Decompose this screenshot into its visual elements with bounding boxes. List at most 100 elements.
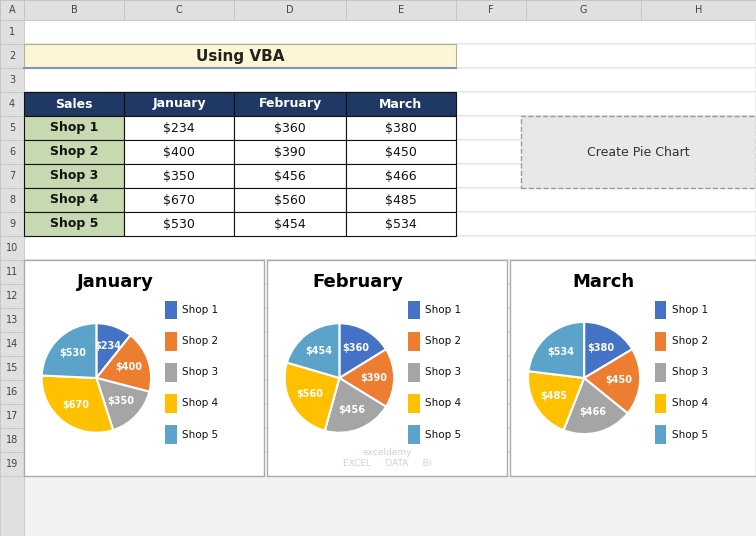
Wedge shape [287, 323, 339, 378]
Text: $560: $560 [296, 390, 324, 399]
Bar [0, 92, 24, 116]
Bar [0, 44, 24, 68]
Bar [24, 260, 756, 284]
Bar [165, 363, 177, 382]
Bar [0, 0, 24, 536]
Text: $670: $670 [163, 193, 195, 206]
Bar [24, 140, 756, 164]
Bar [408, 332, 420, 351]
Wedge shape [339, 349, 394, 407]
Text: Shop 3: Shop 3 [672, 367, 708, 377]
Bar [346, 92, 456, 116]
Text: F: F [488, 5, 494, 15]
Text: $534: $534 [547, 347, 575, 357]
Text: D: D [287, 5, 294, 15]
Text: A: A [8, 5, 15, 15]
Text: 7: 7 [9, 171, 15, 181]
Text: Shop 5: Shop 5 [426, 429, 461, 440]
Bar [24, 212, 124, 236]
Text: $390: $390 [360, 373, 387, 383]
Bar [24, 164, 756, 188]
Bar [0, 356, 24, 380]
Bar [24, 68, 756, 92]
Text: February: February [259, 98, 321, 110]
Bar [0, 332, 24, 356]
Bar [0, 284, 24, 308]
Text: $670: $670 [62, 400, 89, 410]
Text: Shop 1: Shop 1 [672, 305, 708, 315]
Text: E: E [398, 5, 404, 15]
Text: $350: $350 [107, 396, 135, 406]
Bar [165, 301, 177, 319]
Text: 1: 1 [9, 27, 15, 37]
Bar [24, 380, 756, 404]
Bar [346, 212, 456, 236]
Text: $380: $380 [385, 122, 417, 135]
Bar [0, 260, 24, 284]
Text: $400: $400 [115, 362, 142, 373]
Text: Shop 5: Shop 5 [50, 218, 98, 230]
Text: 6: 6 [9, 147, 15, 157]
Bar [234, 212, 346, 236]
Bar [234, 140, 346, 164]
Text: 15: 15 [6, 363, 18, 373]
Text: $466: $466 [579, 407, 606, 416]
Bar [0, 20, 24, 44]
Text: $360: $360 [274, 122, 306, 135]
Bar [0, 308, 24, 332]
Bar [24, 452, 756, 476]
Text: Using VBA: Using VBA [196, 48, 284, 63]
Bar [0, 140, 24, 164]
Bar [24, 44, 756, 68]
Bar [124, 0, 234, 20]
Text: 3: 3 [9, 75, 15, 85]
Wedge shape [285, 362, 339, 431]
Bar [346, 0, 456, 20]
Text: $360: $360 [342, 344, 370, 353]
Text: Shop 2: Shop 2 [426, 336, 461, 346]
Bar [0, 236, 24, 260]
Text: 11: 11 [6, 267, 18, 277]
Text: Shop 3: Shop 3 [426, 367, 461, 377]
Wedge shape [584, 322, 632, 378]
Text: B: B [70, 5, 77, 15]
Text: H: H [695, 5, 702, 15]
Bar [24, 284, 756, 308]
Text: February: February [313, 273, 404, 291]
Bar [124, 164, 234, 188]
Wedge shape [97, 323, 131, 378]
Text: Shop 3: Shop 3 [50, 169, 98, 182]
Text: $454: $454 [305, 346, 333, 356]
Bar [408, 301, 420, 319]
Bar [24, 140, 124, 164]
Bar [526, 0, 641, 20]
Bar [655, 301, 667, 319]
Bar [0, 164, 24, 188]
Text: 17: 17 [6, 411, 18, 421]
Bar [510, 260, 756, 476]
Bar [0, 68, 24, 92]
Bar [24, 404, 756, 428]
Wedge shape [528, 371, 584, 430]
Wedge shape [97, 378, 150, 430]
Text: Create Pie Chart: Create Pie Chart [587, 145, 689, 159]
Text: 2: 2 [9, 51, 15, 61]
Text: 12: 12 [6, 291, 18, 301]
Bar [24, 356, 756, 380]
Text: Shop 2: Shop 2 [50, 145, 98, 159]
Text: C: C [175, 5, 182, 15]
Text: Shop 1: Shop 1 [426, 305, 461, 315]
Wedge shape [584, 349, 640, 413]
Bar [24, 236, 756, 260]
Text: 19: 19 [6, 459, 18, 469]
Bar [0, 404, 24, 428]
Bar [655, 425, 667, 444]
Bar [0, 0, 756, 20]
Wedge shape [325, 378, 386, 433]
Text: $454: $454 [274, 218, 306, 230]
Text: Shop 3: Shop 3 [182, 367, 218, 377]
Bar [165, 332, 177, 351]
Bar [267, 260, 507, 476]
Text: 5: 5 [9, 123, 15, 133]
Bar [408, 394, 420, 413]
